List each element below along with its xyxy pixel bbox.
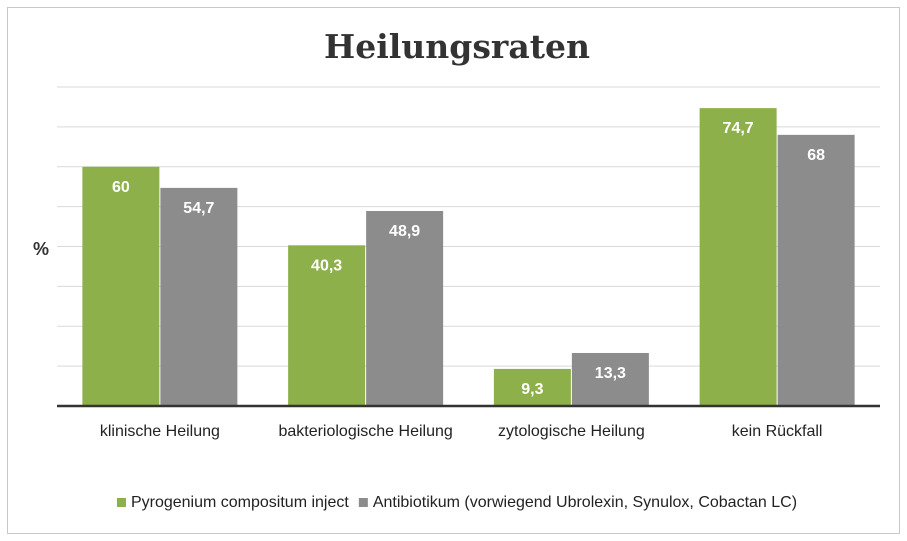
legend-swatch (116, 498, 126, 507)
data-label: 54,7 (183, 200, 214, 217)
data-label: 68 (807, 147, 825, 164)
data-label: 13,3 (595, 365, 626, 382)
bar (699, 108, 777, 406)
bar (160, 187, 238, 406)
legend-label: Pyrogenium compositum inject (131, 494, 349, 511)
data-label: 74,7 (723, 120, 754, 137)
bar (777, 134, 855, 406)
bar (82, 166, 160, 406)
data-label: 40,3 (311, 257, 342, 274)
chart-title: Heilungsraten (324, 27, 590, 66)
category-label: bakteriologische Heilung (278, 423, 452, 440)
bar (571, 352, 649, 406)
category-label: zytologische Heilung (498, 423, 645, 440)
bar (288, 245, 366, 406)
legend-label: Antibiotikum (vorwiegend Ubrolexin, Synu… (373, 494, 797, 511)
data-label: 60 (112, 179, 130, 196)
data-labels: 60 54,7 40,3 48,9 9,3 13,3 74,7 68 (112, 120, 825, 398)
legend-swatch (358, 498, 368, 507)
y-axis-label: % (33, 239, 49, 259)
data-label: 48,9 (389, 223, 420, 240)
bar (366, 211, 444, 406)
category-label: kein Rückfall (732, 423, 823, 440)
bar (493, 368, 571, 406)
category-label: klinische Heilung (100, 423, 220, 440)
bars (82, 108, 855, 406)
data-label: 9,3 (521, 381, 543, 398)
category-labels: klinische Heilung bakteriologische Heilun… (100, 423, 823, 440)
legend: Pyrogenium compositum inject Antibiotikum… (116, 494, 797, 511)
